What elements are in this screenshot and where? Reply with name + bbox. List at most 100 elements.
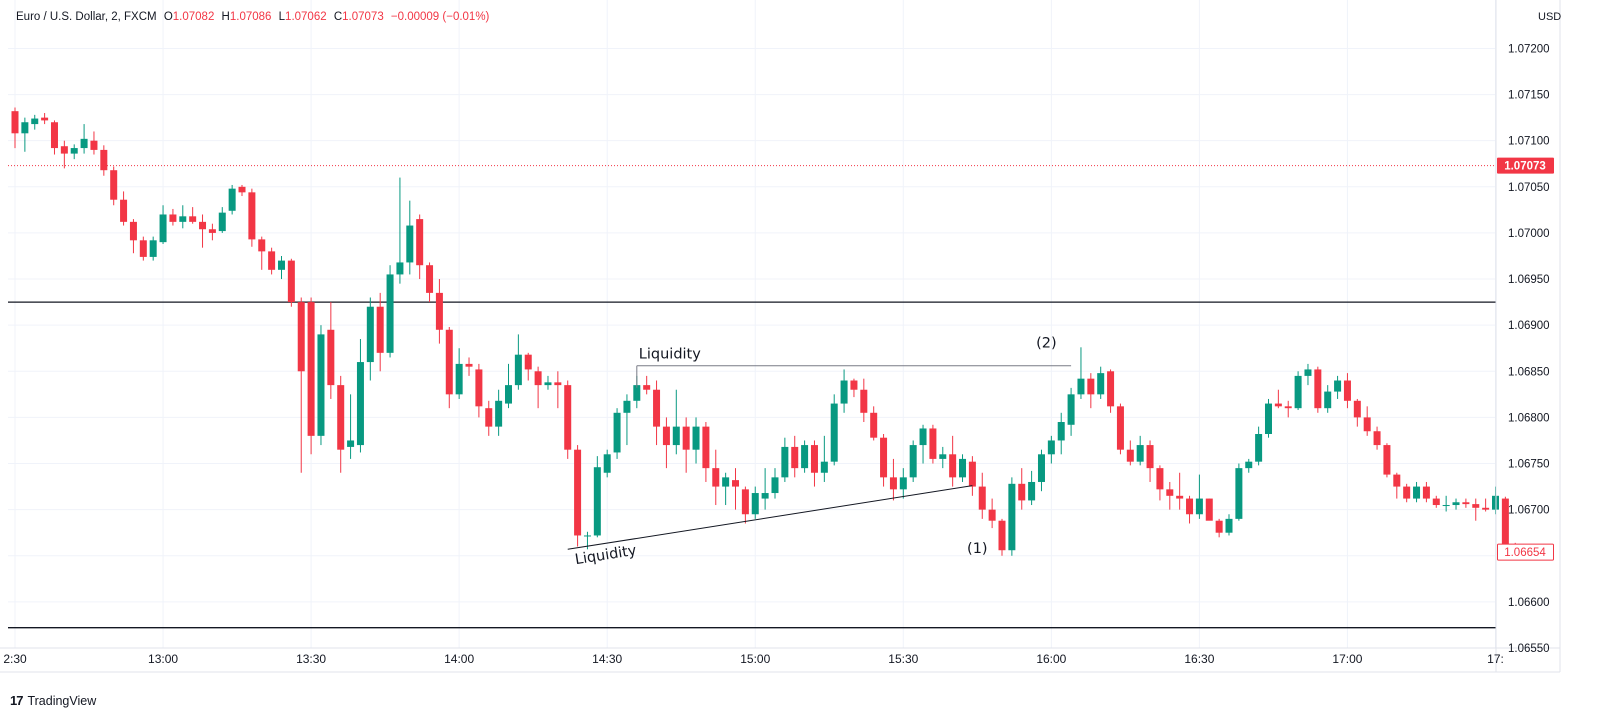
candle[interactable] — [218, 207, 226, 233]
candle[interactable] — [1501, 496, 1509, 553]
candle[interactable] — [1413, 481, 1421, 503]
candle[interactable] — [653, 380, 661, 446]
candles[interactable] — [11, 107, 1519, 556]
candle[interactable] — [277, 255, 285, 280]
candle[interactable] — [712, 449, 720, 506]
candle[interactable] — [1195, 474, 1203, 519]
candle[interactable] — [751, 486, 759, 519]
candle[interactable] — [1097, 366, 1105, 399]
candle[interactable] — [337, 375, 345, 473]
candle[interactable] — [1245, 458, 1253, 473]
candle[interactable] — [761, 468, 769, 510]
candle[interactable] — [1304, 363, 1312, 386]
candle[interactable] — [574, 445, 582, 547]
candle[interactable] — [406, 200, 414, 275]
candle[interactable] — [169, 208, 177, 226]
candle[interactable] — [1156, 465, 1164, 501]
candle[interactable] — [1452, 498, 1460, 510]
candle[interactable] — [80, 124, 88, 154]
candle[interactable] — [564, 380, 572, 459]
candle[interactable] — [208, 223, 216, 241]
candle[interactable] — [11, 107, 19, 149]
candle[interactable] — [505, 363, 512, 409]
candle[interactable] — [1008, 477, 1016, 556]
candle[interactable] — [1363, 406, 1371, 436]
liquidity-label-top[interactable]: Liquidity — [639, 347, 701, 363]
candle[interactable] — [919, 424, 927, 464]
candle[interactable] — [1146, 440, 1154, 482]
candle[interactable] — [949, 435, 957, 487]
candle[interactable] — [781, 437, 789, 482]
candle[interactable] — [1393, 472, 1401, 499]
candle[interactable] — [90, 131, 98, 155]
candle[interactable] — [603, 449, 611, 478]
branding[interactable]: 17 TradingView — [10, 693, 96, 708]
candle[interactable] — [801, 440, 809, 473]
candle[interactable] — [1472, 498, 1480, 521]
candle[interactable] — [366, 297, 374, 381]
candle[interactable] — [317, 325, 325, 446]
candle[interactable] — [60, 140, 68, 169]
annotation-label-2[interactable]: (1) — [967, 541, 988, 557]
candle[interactable] — [1186, 495, 1194, 524]
candle[interactable] — [159, 205, 167, 244]
price-tag[interactable]: 1.06654 — [1497, 543, 1554, 561]
candle[interactable] — [593, 456, 601, 538]
candle[interactable] — [850, 378, 858, 398]
candle[interactable] — [1274, 389, 1282, 409]
candle[interactable] — [347, 394, 355, 459]
candle[interactable] — [110, 166, 118, 206]
candle[interactable] — [899, 468, 907, 499]
candle[interactable] — [1028, 470, 1036, 506]
candle[interactable] — [554, 371, 562, 409]
candle[interactable] — [1442, 495, 1450, 512]
price-tag[interactable]: 1.07073 — [1497, 157, 1554, 174]
axes[interactable]: 1.07200 1.07150 1.07100 1.07050 1.07000 1.069… — [0, 0, 1561, 673]
candle[interactable] — [968, 456, 976, 496]
candle[interactable] — [791, 435, 799, 478]
candle[interactable] — [722, 472, 730, 506]
candle[interactable] — [909, 440, 917, 482]
candle[interactable] — [1403, 483, 1411, 503]
candle[interactable] — [1087, 373, 1095, 409]
candle[interactable] — [643, 375, 651, 395]
candle[interactable] — [475, 363, 483, 418]
annotation-label-3[interactable]: (2) — [1036, 335, 1057, 351]
candle[interactable] — [1255, 426, 1263, 466]
candle[interactable] — [1383, 443, 1391, 478]
candle[interactable] — [741, 486, 749, 524]
candle[interactable] — [978, 472, 986, 519]
candle[interactable] — [623, 394, 631, 446]
candle[interactable] — [1314, 366, 1322, 413]
candle[interactable] — [820, 435, 828, 482]
candle[interactable] — [1324, 385, 1332, 413]
candle[interactable] — [100, 145, 108, 176]
candle[interactable] — [396, 177, 404, 284]
candle[interactable] — [307, 297, 315, 455]
candle[interactable] — [1107, 369, 1115, 413]
candle[interactable] — [199, 214, 207, 248]
candle[interactable] — [495, 389, 503, 436]
candle[interactable] — [238, 184, 246, 197]
candle[interactable] — [268, 247, 276, 275]
candle[interactable] — [1225, 514, 1233, 536]
candle[interactable] — [455, 348, 463, 399]
candle[interactable] — [50, 120, 58, 155]
candle[interactable] — [1037, 449, 1045, 492]
candle[interactable] — [1077, 347, 1085, 399]
candle[interactable] — [1057, 412, 1065, 455]
candle[interactable] — [1353, 398, 1361, 427]
candle[interactable] — [327, 302, 335, 399]
candle[interactable] — [1343, 373, 1351, 409]
candle[interactable] — [662, 417, 670, 469]
candle[interactable] — [41, 113, 49, 125]
candle[interactable] — [1136, 435, 1144, 466]
candle[interactable] — [1067, 387, 1075, 436]
candle[interactable] — [1373, 426, 1381, 450]
candle[interactable] — [297, 297, 305, 473]
candle[interactable] — [416, 214, 424, 280]
candle[interactable] — [356, 339, 364, 453]
candle[interactable] — [1422, 481, 1430, 503]
